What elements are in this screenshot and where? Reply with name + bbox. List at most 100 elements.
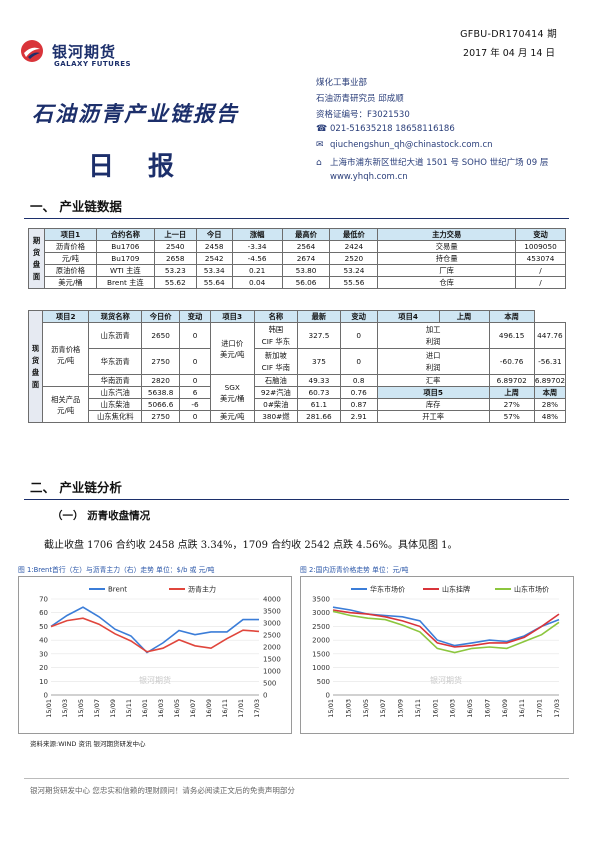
table-cell: 55.64 (195, 276, 233, 289)
researcher: 石油沥青研究员 邱成顺 (316, 94, 404, 104)
legend-label: 山东挂牌 (442, 585, 470, 594)
table-cell: 0 (179, 410, 211, 423)
email-address[interactable]: qiuchengshun_qh@chinastock.com.cn (330, 140, 493, 150)
x-tick-label: 17/01 (536, 699, 544, 718)
table-cell: 0.04 (231, 276, 283, 289)
table-cell: 0 (179, 374, 211, 387)
source-note: 资料来源:WIND 资讯 银河期货研发中心 (30, 740, 146, 748)
section-divider (24, 499, 569, 500)
table-cell: 汇率 (376, 374, 490, 387)
header-cell: 最高价 (281, 228, 331, 241)
subsection-title: （一） 沥青收盘情况 (52, 510, 151, 522)
legend-label: Brent (108, 586, 127, 594)
address: 上海市浦东新区世纪大道 1501 号 SOHO 世纪广场 09 层 (330, 158, 549, 168)
table-cell: 山东汽油 (88, 386, 143, 399)
table-cell: 加工 利润 (376, 322, 490, 349)
logo-english-name: GALAXY FUTURES (54, 60, 132, 68)
y-tick-label: 10 (39, 678, 48, 686)
table-row: 相关产品 元/吨 山东汽油 5638.8 6 92#汽油 60.73 0.76 项… (29, 386, 567, 423)
y-tick-label: 3000 (312, 609, 330, 617)
website[interactable]: www.yhqh.com.cn (330, 172, 408, 182)
header-cell: 涨幅 (231, 228, 283, 241)
header-cell: 今日价 (141, 310, 181, 323)
y-tick-label: 30 (39, 650, 48, 658)
y-tick-label: 50 (39, 623, 48, 631)
group-label: 相关产品 元/吨 (42, 386, 90, 423)
y-tick-label: 2500 (312, 623, 330, 631)
x-tick-label: 15/03 (61, 699, 69, 718)
table-cell: -4.56 (231, 252, 283, 265)
report-subtitle: 日报 (88, 152, 209, 182)
x-tick-label: 16/03 (157, 699, 165, 718)
table-row: 原油价格 WTI 主连 53.23 53.34 0.21 53.80 53.24… (29, 264, 567, 277)
x-tick-label: 15/01 (45, 699, 53, 718)
table-row: 华南沥青 2820 0 SGX 美元/桶 石脑油 49.33 0.8 汇率 6.8… (29, 374, 567, 411)
table-cell: 上周 (488, 386, 535, 399)
email-line[interactable]: ✉ qiuchengshun_qh@chinastock.com.cn (316, 140, 493, 150)
x-tick-label: 16/03 (449, 699, 457, 718)
futures-table: 期货盘面 项目1 合约名称 上一日 今日 涨幅 最高价 最低价 主力交易 变动 … (28, 228, 567, 289)
x-tick-label: 15/01 (327, 699, 335, 718)
header-cell: 现货名称 (88, 310, 143, 323)
document-id: GFBU-DR170414 期 (460, 29, 557, 40)
table-cell: 0.21 (231, 264, 283, 277)
x-tick-label: 17/03 (553, 699, 561, 718)
table-cell: Brent 主连 (95, 276, 155, 289)
x-tick-label: 15/07 (379, 699, 387, 718)
table-cell: 0 (179, 348, 211, 375)
header-cell: 主力交易 (377, 228, 516, 241)
table-cell: / (514, 264, 567, 277)
table-cell: 0.8 (339, 374, 378, 387)
y-tick-label: 3500 (312, 596, 330, 604)
y-right-tick-label: 500 (263, 680, 276, 688)
table-cell: 375 (297, 348, 341, 375)
x-tick-label: 15/11 (414, 699, 422, 718)
y-right-tick-label: 3500 (263, 608, 281, 616)
x-tick-label: 15/07 (93, 699, 101, 718)
x-tick-label: 16/07 (483, 699, 491, 718)
table-cell: 447.76 (533, 322, 567, 349)
table-cell: 48% (533, 410, 567, 423)
section-title-analysis: 二、 产业链分析 (30, 480, 122, 495)
table-cell: 本周 (533, 386, 567, 399)
building-icon: ⌂ (316, 158, 322, 168)
y-tick-label: 70 (39, 596, 48, 604)
header-cell: 本周 (488, 310, 535, 323)
table-cell: -6 (179, 398, 211, 411)
group-label: SGX 美元/桶 (209, 374, 255, 411)
phone-line: ☎ 021-51635218 18658116186 (316, 124, 455, 134)
table-row: 山东焦化料 2750 0 美元/吨 380#燃 281.66 2.91 开工率 … (29, 410, 567, 423)
table-cell: 韩国 CIF 华东 (253, 322, 299, 349)
x-tick-label: 16/01 (141, 699, 149, 718)
table-cell: 0 (179, 322, 211, 349)
x-tick-label: 16/05 (466, 699, 474, 718)
y-tick-label: 0 (326, 692, 330, 700)
table-cell: 53.34 (195, 264, 233, 277)
table-cell: 380#燃 (253, 410, 299, 423)
y-tick-label: 1500 (312, 650, 330, 658)
y-tick-label: 0 (44, 692, 48, 700)
table-cell: Bu1706 (95, 240, 155, 253)
x-tick-label: 16/07 (189, 699, 197, 718)
header-cell: 上一日 (153, 228, 197, 241)
table-cell: 5066.6 (141, 398, 181, 411)
y-tick-label: 20 (39, 664, 48, 672)
y-tick-label: 500 (317, 678, 330, 686)
table-row: 元/吨 Bu1709 2658 2542 -4.56 2674 2520 持仓量… (29, 252, 567, 265)
table-cell: Bu1709 (95, 252, 155, 265)
logo-chinese-name: 银河期货 (52, 43, 117, 61)
header-cell: 项目4 (376, 310, 440, 323)
header-cell: 变动 (339, 310, 378, 323)
table-cell: 项目5 (376, 386, 490, 399)
table-cell: 1009050 (514, 240, 567, 253)
table-cell: 496.15 (488, 322, 535, 349)
table-cell: 2820 (141, 374, 181, 387)
table-cell: 56.06 (281, 276, 331, 289)
table-cell: 0#柴油 (253, 398, 299, 411)
table-cell: 山东沥青 (88, 322, 143, 349)
table-row: 沥青价格 元/吨 山东沥青 2650 0 进口价 美元/吨 韩国 CIF 华东 327… (29, 322, 567, 387)
group-label: 沥青价格 元/吨 (42, 322, 90, 387)
y-right-tick-label: 2500 (263, 632, 281, 640)
table-cell: 华南沥青 (88, 374, 143, 387)
department: 煤化工事业部 (316, 78, 368, 88)
